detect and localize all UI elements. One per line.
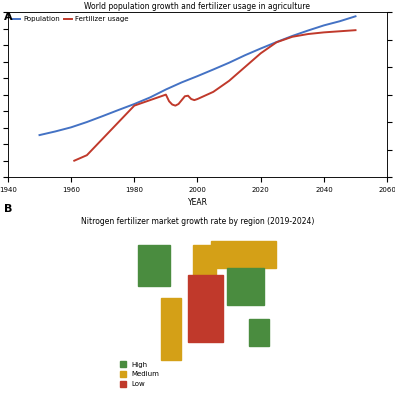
Fertilizer usage [227,78,231,83]
Fertilizer usage [306,32,310,36]
Population [258,46,263,51]
Population [69,125,73,130]
Legend: Population, Fertilizer usage: Population, Fertilizer usage [11,16,130,23]
Population [37,133,42,138]
X-axis label: YEAR: YEAR [188,198,207,208]
Fertilizer usage [258,51,263,56]
Population [85,120,89,124]
Population [195,74,200,78]
Bar [249,318,269,346]
Fertilizer usage [274,40,279,45]
Fertilizer usage [192,98,197,102]
Fertilizer usage [211,90,216,94]
Population [243,53,247,58]
Population [211,67,216,72]
Population [353,14,358,19]
Population [274,40,279,44]
Fertilizer usage [182,94,187,99]
Fertilizer usage [170,102,175,107]
Population [116,108,121,112]
Fertilizer usage [167,99,171,104]
Text: B: B [4,204,12,214]
Fertilizer usage [195,97,200,102]
Population [132,102,137,106]
Fertilizer usage [164,92,168,97]
Population [179,80,184,85]
Fertilizer usage [189,97,194,102]
Title: Nitrogen fertilizer market growth rate by region (2019-2024): Nitrogen fertilizer market growth rate b… [81,217,314,226]
Fertilizer usage [186,93,190,98]
Bar [228,268,264,305]
Fertilizer usage [72,158,77,163]
Bar [193,245,216,277]
Population [306,28,310,33]
Fertilizer usage [148,98,152,102]
Population [322,23,326,28]
Fertilizer usage [353,28,358,32]
Population [148,95,152,100]
Bar [138,245,170,286]
Fertilizer usage [85,153,89,158]
Fertilizer usage [176,102,181,106]
Population [53,129,58,134]
Line: Population: Population [40,16,356,135]
Fertilizer usage [290,34,295,39]
Fertilizer usage [243,65,247,70]
Title: World population growth and fertilizer usage in agriculture: World population growth and fertilizer u… [85,2,310,11]
Population [337,19,342,24]
Fertilizer usage [132,103,137,108]
Fertilizer usage [116,120,121,124]
Bar [161,298,181,360]
Fertilizer usage [100,136,105,141]
Fertilizer usage [322,30,326,35]
Population [290,34,295,38]
Bar [188,276,223,342]
Line: Fertilizer usage: Fertilizer usage [74,30,356,161]
Legend: High, Medium, Low: High, Medium, Low [118,360,161,388]
Fertilizer usage [179,98,184,102]
Bar [211,240,276,268]
Population [100,114,105,118]
Fertilizer usage [173,103,178,108]
Population [227,60,231,65]
Fertilizer usage [337,29,342,34]
Text: A: A [4,12,13,22]
Population [164,87,168,92]
